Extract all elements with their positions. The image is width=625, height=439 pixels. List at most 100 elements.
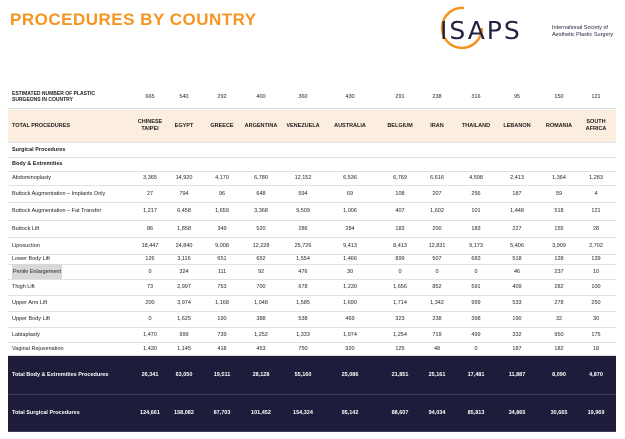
- cell-value: 9,413: [343, 242, 357, 249]
- cell-value: 11,887: [508, 372, 526, 378]
- cell-value: 9,509: [296, 208, 310, 214]
- cell-value: 150: [554, 94, 564, 100]
- cell-value: 750: [298, 345, 308, 352]
- cell-value: 92: [257, 268, 265, 275]
- cell-value: 540: [179, 94, 189, 100]
- cell-value: 920: [345, 345, 355, 352]
- cell-value: 469: [345, 316, 355, 322]
- cell-value: 533: [512, 300, 522, 306]
- column-header: VENEZUELA: [286, 122, 320, 129]
- row-label: Total Surgical Procedures: [12, 410, 80, 416]
- cell-value: 4,598: [469, 174, 483, 181]
- cell-value: 9,008: [215, 242, 229, 249]
- cell-value: 1,470: [143, 331, 157, 338]
- cell-value: 1,602: [430, 208, 444, 214]
- cell-value: 1,217: [143, 208, 157, 214]
- cell-value: 794: [179, 190, 189, 197]
- cell-value: 4,870: [589, 372, 603, 378]
- cell-value: 69: [346, 190, 354, 197]
- column-header: ARGENTINA: [244, 122, 278, 129]
- cell-value: 63,050: [175, 372, 193, 378]
- cell-value: 1,342: [430, 300, 444, 306]
- cell-value: 126: [145, 256, 155, 262]
- cell-value: 1,448: [510, 208, 524, 214]
- cell-value: 18,447: [141, 242, 159, 249]
- cell-value: 1,466: [343, 256, 357, 262]
- cell-value: 6,536: [343, 174, 357, 181]
- cell-value: 3,909: [552, 242, 566, 249]
- cell-value: 999: [179, 331, 189, 338]
- cell-value: 26,341: [141, 372, 159, 378]
- cell-value: 12,228: [252, 242, 270, 249]
- cell-value: 86: [146, 225, 154, 232]
- data-row: Buttock Lift 86 1,858 349 520 286 284 183 200 183…: [8, 220, 616, 238]
- cell-value: 1,690: [343, 300, 357, 306]
- cell-value: 520: [256, 225, 266, 232]
- cell-value: 125: [395, 345, 405, 352]
- cell-value: 1,974: [343, 331, 357, 338]
- cell-value: 1,554: [296, 256, 310, 262]
- cell-value: 950: [554, 331, 564, 338]
- cell-value: 1,430: [143, 345, 157, 352]
- cell-value: 0: [474, 345, 478, 352]
- cell-value: 594: [298, 190, 308, 197]
- data-row: Thigh Lift 73 2,997 753 700 678 1,230 1,656 852 5…: [8, 279, 616, 296]
- cell-value: 14,920: [175, 174, 193, 181]
- cell-value: 94,034: [428, 410, 446, 416]
- cell-value: 292: [217, 94, 227, 100]
- cell-value: 183: [471, 225, 481, 232]
- cell-value: 700: [256, 284, 266, 290]
- cell-value: 139: [591, 256, 601, 262]
- cell-value: 1,659: [215, 208, 229, 214]
- cell-value: 418: [217, 345, 227, 352]
- total-row: Total Surgical Procedures 124,661 158,082 8…: [8, 395, 616, 432]
- column-header: CHINESE TAIPEI: [137, 119, 163, 132]
- cell-value: 683: [471, 256, 481, 262]
- cell-value: 19,969: [587, 410, 605, 416]
- cell-value: 158,082: [174, 410, 194, 416]
- cell-value: 899: [395, 256, 405, 262]
- column-header: GREECE: [210, 122, 234, 129]
- cell-value: 1,656: [393, 284, 407, 290]
- cell-value: 0: [148, 316, 152, 322]
- cell-value: 1,168: [215, 300, 229, 306]
- cell-value: 28,128: [252, 372, 270, 378]
- cell-value: 291: [395, 94, 405, 100]
- data-row: Penile Enlargement 0 324 111 92 476 30 0 0 0 46 237…: [8, 264, 616, 280]
- cell-value: 17,481: [467, 372, 485, 378]
- cell-value: 3,368: [254, 208, 268, 214]
- cell-value: 1,283: [589, 174, 603, 181]
- cell-value: 407: [395, 208, 405, 214]
- column-header: LEBANON: [503, 122, 531, 129]
- cell-value: 250: [591, 300, 601, 306]
- cell-value: 4,170: [215, 174, 229, 181]
- cell-value: 1,006: [343, 208, 357, 214]
- cell-value: 237: [554, 268, 564, 275]
- data-row: Liposuction 18,447 24,840 9,008 12,228 25,726…: [8, 237, 616, 255]
- cell-value: 187: [512, 345, 522, 352]
- cell-value: 0: [474, 268, 478, 275]
- cell-value: 238: [432, 316, 442, 322]
- row-label: Surgical Procedures: [12, 147, 66, 153]
- cell-value: 12,831: [428, 242, 446, 249]
- cell-value: 6,458: [177, 208, 191, 214]
- page-title: PROCEDURES BY COUNTRY: [10, 10, 257, 29]
- cell-value: 1,254: [393, 331, 407, 338]
- surgeons-row: ESTIMATED NUMBER OF PLASTIC SURGEONS IN …: [8, 86, 616, 109]
- cell-value: 518: [512, 256, 522, 262]
- cell-value: 55,160: [294, 372, 312, 378]
- row-label: Total Body & Extremities Procedures: [12, 372, 109, 378]
- row-label: Abdominoplasty: [12, 174, 52, 181]
- data-row: Upper Body Lift 0 1,625 190 388 538 469 323 238 3…: [8, 311, 616, 328]
- cell-value: 108: [395, 190, 405, 197]
- cell-value: 101,452: [251, 410, 271, 416]
- cell-value: 332: [512, 331, 522, 338]
- logo-text: ISAPS: [440, 16, 522, 45]
- cell-value: 25,726: [294, 242, 312, 249]
- cell-value: 360: [298, 94, 308, 100]
- cell-value: 1,252: [254, 331, 268, 338]
- cell-value: 85,813: [467, 410, 485, 416]
- cell-value: 1,714: [393, 300, 407, 306]
- cell-value: 1,858: [177, 225, 191, 232]
